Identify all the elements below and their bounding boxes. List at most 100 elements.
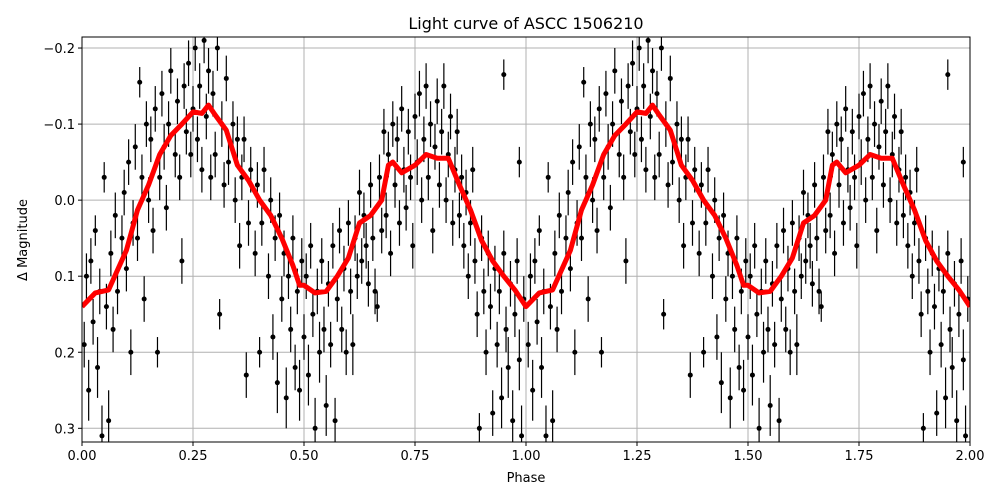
data-point (265, 273, 271, 279)
data-point (146, 197, 152, 203)
data-point (468, 220, 473, 226)
data-point (470, 167, 476, 173)
data-point (530, 387, 536, 393)
data-point (212, 152, 218, 158)
data-point (372, 288, 378, 294)
data-point (208, 174, 214, 180)
model-curve (82, 102, 970, 310)
data-point (532, 258, 538, 264)
data-point (843, 106, 849, 112)
data-point (849, 129, 855, 135)
data-point (192, 45, 198, 51)
data-point (499, 395, 505, 401)
data-point (159, 91, 165, 97)
data-point (836, 182, 842, 188)
data-point (82, 342, 87, 348)
data-point (934, 410, 940, 416)
data-point (90, 319, 96, 325)
data-point (246, 220, 251, 226)
data-point (559, 288, 565, 294)
data-point (83, 273, 89, 279)
data-point (687, 372, 693, 378)
data-point (123, 266, 129, 272)
x-axis-label: Phase (507, 471, 546, 486)
data-point (585, 296, 591, 302)
data-point (747, 273, 753, 279)
data-point (115, 288, 121, 294)
data-point (852, 174, 858, 180)
data-point (103, 304, 109, 310)
data-point (154, 349, 160, 355)
data-point (807, 243, 813, 249)
data-point (627, 129, 633, 135)
data-point (177, 174, 183, 180)
data-point (292, 364, 298, 370)
data-point (394, 136, 400, 142)
data-point (869, 174, 875, 180)
data-point (794, 342, 800, 348)
data-point (268, 197, 274, 203)
data-point (554, 326, 560, 332)
data-point (776, 418, 782, 424)
data-point (854, 243, 860, 249)
data-point (820, 174, 826, 180)
data-point (343, 349, 349, 355)
data-point (834, 121, 840, 127)
data-point (889, 152, 895, 158)
data-point (221, 182, 227, 188)
data-point (956, 311, 962, 317)
data-point (203, 113, 209, 119)
data-point (789, 220, 795, 226)
data-point (912, 220, 917, 226)
data-point (408, 174, 414, 180)
chart-title: Light curve of ASCC 1506210 (408, 14, 643, 33)
data-point (503, 326, 509, 332)
data-point (277, 212, 283, 218)
data-point (565, 190, 571, 196)
data-point (581, 79, 587, 85)
data-point (814, 235, 820, 241)
data-point (940, 288, 946, 294)
data-point (685, 136, 691, 142)
data-point (232, 197, 238, 203)
data-point (334, 296, 340, 302)
data-point (847, 205, 853, 211)
data-point (625, 83, 631, 89)
data-point (752, 243, 758, 249)
data-point (914, 167, 920, 173)
data-point (381, 129, 387, 135)
data-point (186, 60, 192, 66)
data-point (410, 243, 416, 249)
data-point (703, 220, 709, 226)
data-point (396, 220, 402, 226)
data-point (436, 182, 442, 188)
data-point (676, 197, 682, 203)
data-point (527, 273, 533, 279)
data-point (623, 258, 629, 264)
data-point (696, 250, 702, 256)
data-point (183, 129, 189, 135)
data-point (152, 106, 158, 112)
data-point (126, 159, 132, 165)
data-point (301, 334, 307, 340)
data-point (357, 190, 362, 196)
data-point (137, 79, 143, 85)
data-point (257, 349, 263, 355)
data-point (812, 182, 818, 188)
data-point (223, 75, 229, 81)
y-tick-label: 0.2 (54, 346, 75, 361)
data-point (916, 258, 922, 264)
data-point (432, 144, 438, 150)
data-point (616, 152, 622, 158)
data-point (701, 349, 707, 355)
data-point (898, 129, 904, 135)
data-point (749, 372, 755, 378)
data-point (288, 326, 294, 332)
data-point (92, 228, 98, 234)
data-point (756, 425, 762, 431)
data-point (865, 136, 871, 142)
data-point (252, 250, 258, 256)
data-point (283, 395, 289, 401)
data-point (767, 402, 773, 408)
data-point (938, 342, 944, 348)
